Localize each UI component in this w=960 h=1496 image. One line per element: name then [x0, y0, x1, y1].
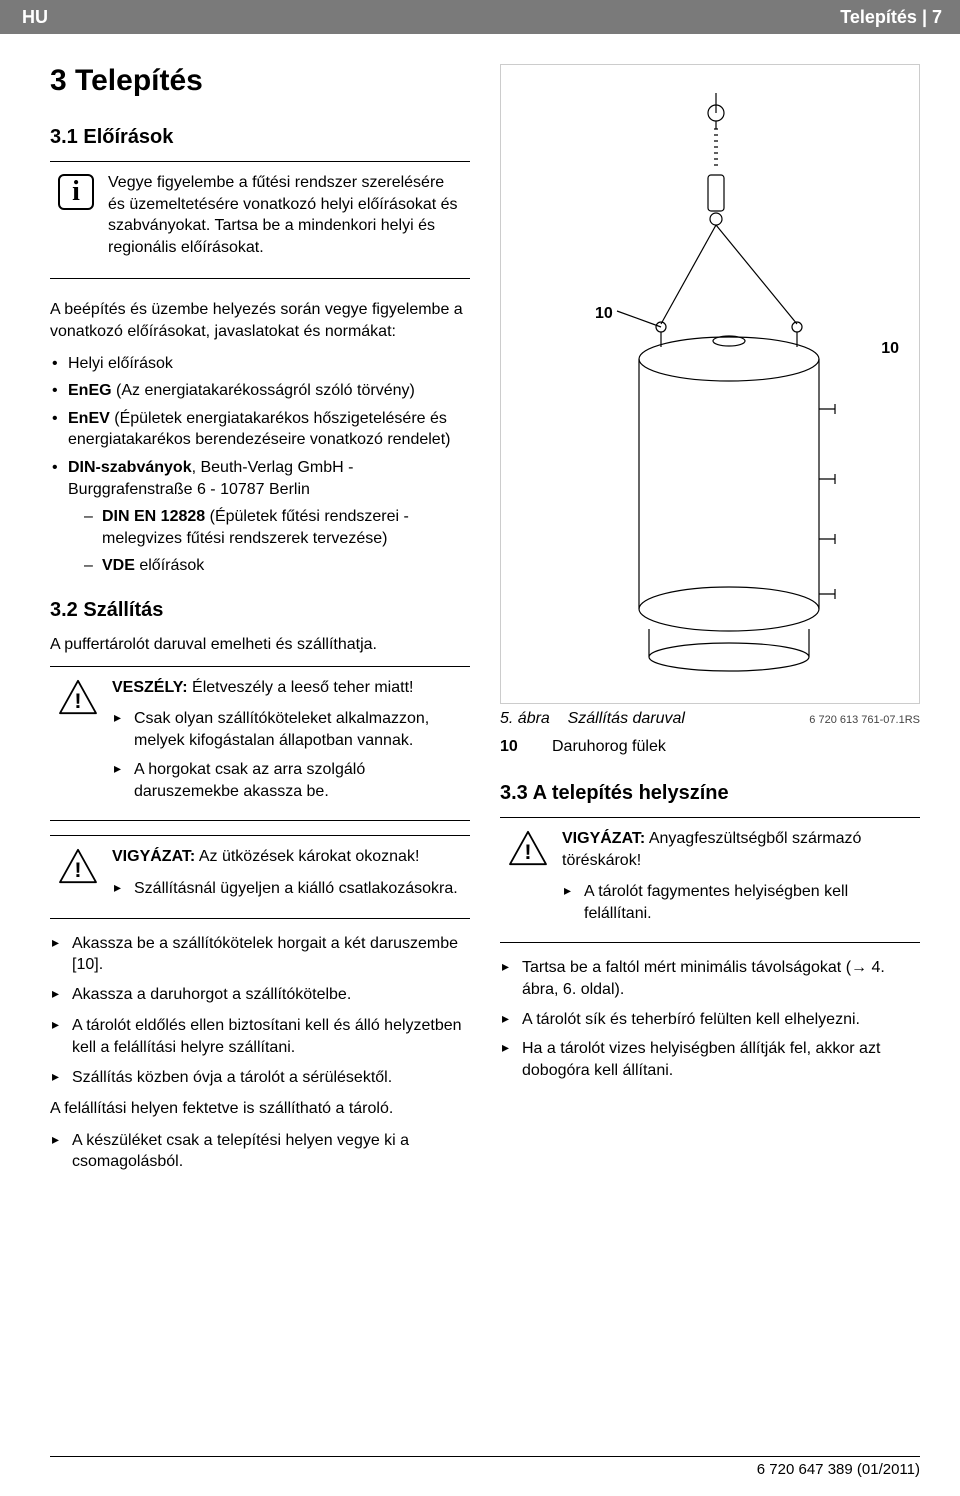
danger-lead: VESZÉLY: Életveszély a leeső teher miatt…: [112, 677, 462, 699]
s33-a1: Tartsa be a faltól mért minimális távols…: [500, 957, 920, 1000]
s31-sub-2: VDE előírások: [84, 555, 470, 577]
danger-a1: Csak olyan szállítóköteleket alkalmazzon…: [112, 708, 462, 751]
caution-2-lead: VIGYÁZAT: Anyagfeszültségből származó tö…: [562, 828, 912, 871]
figure-legend: 10 Daruhorog fülek: [500, 738, 920, 756]
caution-1-lead: VIGYÁZAT: Az ütközések károkat okoznak!: [112, 846, 458, 868]
caution-box-1: ! VIGYÁZAT: Az ütközések károkat okoznak…: [50, 835, 470, 918]
page-content: 3 Telepítés 3.1 Előírások i Vegye figyel…: [0, 34, 960, 1201]
figure-caption: 5. ábra Szállítás daruval: [500, 710, 685, 728]
s32-arrows-1: Akassza be a szállítókötelek horgait a k…: [50, 933, 470, 1006]
caution-1-a1: Szállításnál ügyeljen a kiálló csatlakoz…: [112, 878, 458, 900]
danger-box: ! VESZÉLY: Életveszély a leeső teher mia…: [50, 666, 470, 822]
section-3-3-heading: 3.3 A telepítés helyszíne: [500, 782, 920, 805]
section-3-2-heading: 3.2 Szállítás: [50, 599, 470, 622]
header-left: HU: [22, 7, 48, 28]
section-3-1-heading: 3.1 Előírások: [50, 126, 470, 149]
s32-a5: A készüléket csak a telepítési helyen ve…: [50, 1130, 470, 1173]
danger-icon: !: [58, 679, 98, 811]
caution-1-arrows: Szállításnál ügyeljen a kiálló csatlakoz…: [112, 878, 458, 900]
s32-arrows-2: A tárolót eldőlés ellen biztosítani kell…: [50, 1015, 470, 1088]
s32-a2: Akassza a daruhorgot a szállítókötelbe.: [50, 984, 470, 1006]
s32-mid: A felállítási helyen fektetve is szállít…: [50, 1098, 470, 1120]
info-icon: i: [58, 174, 94, 210]
danger-arrows: Csak olyan szállítóköteleket alkalmazzon…: [112, 708, 462, 802]
info-text: Vegye figyelembe a fűtési rendszer szere…: [108, 172, 462, 258]
caution-2-body: VIGYÁZAT: Anyagfeszültségből származó tö…: [562, 828, 912, 932]
s32-a4: Szállítás közben óvja a tárolót a sérülé…: [50, 1067, 470, 1089]
legend-text: Daruhorog fülek: [552, 738, 666, 756]
figure-caption-row: 5. ábra Szállítás daruval 6 720 613 761-…: [500, 710, 920, 728]
caution-2-arrows: A tárolót fagymentes helyiségben kell fe…: [562, 881, 912, 924]
s31-list: Helyi előírások EnEG (Az energiatakaréko…: [50, 353, 470, 577]
figure-5: 10 10: [500, 64, 920, 704]
right-column: 10 10 5. ábra Szállítás daruval 6 720 61…: [500, 64, 920, 1181]
header-right: Telepítés | 7: [840, 7, 942, 28]
s31-intro: A beépítés és üzembe helyezés során vegy…: [50, 299, 470, 342]
s31-bullet-2: EnEG (Az energiatakarékosságról szóló tö…: [50, 380, 470, 402]
s33-a3: Ha a tárolót vizes helyiségben állítják …: [500, 1038, 920, 1081]
danger-body: VESZÉLY: Életveszély a leeső teher miatt…: [112, 677, 462, 811]
caution-icon: !: [58, 848, 98, 907]
left-column: 3 Telepítés 3.1 Előírások i Vegye figyel…: [50, 64, 470, 1181]
s33-a2: A tárolót sík és teherbíró felülten kell…: [500, 1009, 920, 1031]
s32-arrows-3: A készüléket csak a telepítési helyen ve…: [50, 1130, 470, 1173]
figure-callout-10-left: 10: [595, 305, 613, 323]
s31-bullet-1: Helyi előírások: [50, 353, 470, 375]
svg-text:!: !: [74, 857, 81, 882]
s31-bullet-3: EnEV (Épületek energiatakarékos hősziget…: [50, 408, 470, 451]
caution-1-body: VIGYÁZAT: Az ütközések károkat okoznak! …: [112, 846, 458, 907]
s33-arrows: Tartsa be a faltól mért minimális távols…: [500, 957, 920, 1081]
figure-ref: 6 720 613 761-07.1RS: [809, 714, 920, 726]
s31-sublist: DIN EN 12828 (Épületek fűtési rendszerei…: [68, 506, 470, 577]
caution-box-2: ! VIGYÁZAT: Anyagfeszültségből származó …: [500, 817, 920, 943]
tank-diagram: [561, 89, 871, 679]
page-header: HU Telepítés | 7: [0, 0, 960, 34]
s32-intro: A puffertárolót daruval emelheti és szál…: [50, 634, 470, 656]
legend-num: 10: [500, 738, 528, 756]
info-box: i Vegye figyelembe a fűtési rendszer sze…: [50, 161, 470, 279]
danger-a2: A horgokat csak az arra szolgáló darusze…: [112, 759, 462, 802]
s32-a3: A tárolót eldőlés ellen biztosítani kell…: [50, 1015, 470, 1058]
caution-2-a1: A tárolót fagymentes helyiségben kell fe…: [562, 881, 912, 924]
page-footer: 6 720 647 389 (01/2011): [50, 1456, 920, 1478]
svg-text:!: !: [74, 687, 81, 712]
s32-a1: Akassza be a szállítókötelek horgait a k…: [50, 933, 470, 976]
page-title: 3 Telepítés: [50, 64, 470, 98]
caution-icon-2: !: [508, 830, 548, 932]
svg-text:!: !: [524, 839, 531, 864]
s31-bullet-4: DIN-szabványok, Beuth-Verlag GmbH - Burg…: [50, 457, 470, 577]
s31-sub-1: DIN EN 12828 (Épületek fűtési rendszerei…: [84, 506, 470, 549]
figure-callout-10-right: 10: [881, 340, 899, 358]
